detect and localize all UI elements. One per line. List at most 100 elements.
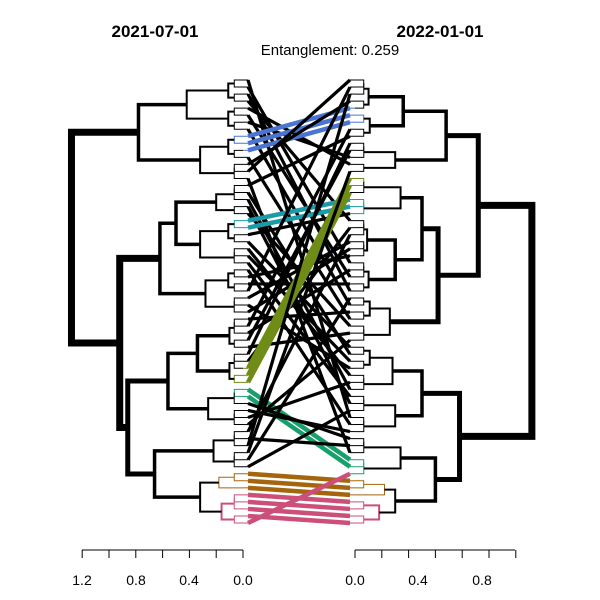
right-dendrogram-branch bbox=[355, 420, 365, 433]
left-dendrogram-branch bbox=[136, 102, 201, 162]
left-height-axis: 1.2 0.8 0.4 0.0 bbox=[72, 549, 253, 588]
left-dendrogram-branch bbox=[233, 353, 243, 362]
left-dendrogram-branch bbox=[125, 378, 168, 477]
left-axis-tick-label: 0.4 bbox=[179, 572, 199, 588]
right-dendrogram-branch bbox=[392, 369, 424, 418]
left-dendrogram-branch bbox=[233, 251, 243, 264]
right-dendrogram-branch bbox=[363, 307, 391, 336]
left-dendrogram-branch bbox=[233, 167, 243, 179]
right-dendrogram-branch bbox=[459, 201, 536, 440]
left-dendrogram-branch bbox=[227, 110, 235, 127]
right-dendrogram-branch bbox=[355, 199, 365, 208]
left-dendrogram-branch bbox=[233, 220, 243, 229]
left-dendrogram-branch bbox=[185, 89, 229, 120]
left-dendrogram bbox=[67, 79, 248, 524]
right-dendrogram-branch bbox=[363, 356, 394, 386]
left-dendrogram-branch bbox=[233, 318, 243, 327]
right-dendrogram-branch bbox=[355, 220, 365, 229]
left-dendrogram-branch bbox=[233, 434, 243, 447]
right-dendrogram-branch bbox=[355, 417, 365, 426]
left-dendrogram-branch bbox=[174, 200, 217, 247]
left-dendrogram-branch bbox=[233, 452, 243, 461]
right-dendrogram-title: 2022-01-01 bbox=[397, 22, 484, 41]
right-dendrogram-branch bbox=[355, 515, 365, 524]
left-dendrogram-branch bbox=[207, 397, 235, 421]
left-dendrogram-branch bbox=[158, 221, 206, 296]
connector-line bbox=[247, 506, 351, 519]
connector-line bbox=[246, 170, 352, 454]
right-dendrogram-branch bbox=[355, 480, 365, 489]
connector-line bbox=[247, 485, 351, 498]
left-dendrogram-branch bbox=[227, 272, 235, 289]
left-dendrogram-branch bbox=[67, 128, 139, 347]
left-dendrogram-branch bbox=[233, 409, 243, 419]
right-dendrogram-branch bbox=[389, 226, 441, 325]
connector-line bbox=[246, 86, 352, 292]
left-dendrogram-branch bbox=[233, 455, 243, 468]
right-dendrogram-branch bbox=[355, 360, 365, 369]
left-dendrogram-branch bbox=[233, 163, 243, 172]
right-dendrogram-branch bbox=[355, 501, 365, 510]
left-dendrogram-branch bbox=[220, 502, 235, 521]
connector-line bbox=[246, 205, 352, 405]
left-dendrogram-branch bbox=[233, 473, 243, 482]
connector-line bbox=[246, 78, 352, 173]
right-dendrogram-branch bbox=[355, 378, 365, 390]
right-dendrogram-branch bbox=[355, 462, 365, 475]
connector-line bbox=[247, 478, 351, 491]
left-dendrogram-branch bbox=[233, 107, 243, 116]
left-dendrogram-branch bbox=[233, 283, 243, 292]
right-dendrogram-branch bbox=[355, 483, 385, 496]
right-dendrogram bbox=[350, 79, 536, 524]
left-dendrogram-branch bbox=[195, 334, 230, 373]
left-dendrogram-branch bbox=[166, 351, 209, 411]
left-dendrogram-branch bbox=[233, 374, 243, 383]
connector-line bbox=[246, 93, 352, 447]
right-dendrogram-branch bbox=[368, 94, 405, 128]
right-dendrogram-branch bbox=[363, 117, 371, 134]
right-dendrogram-branch bbox=[355, 83, 365, 95]
left-dendrogram-branch bbox=[204, 279, 235, 308]
left-dendrogram-branch bbox=[233, 392, 243, 404]
connector-line bbox=[247, 134, 351, 187]
left-dendrogram-branch bbox=[233, 301, 243, 313]
left-dendrogram-branch bbox=[233, 322, 243, 334]
right-dendrogram-branch bbox=[367, 238, 397, 282]
right-dendrogram-branch bbox=[355, 346, 365, 355]
connector-line bbox=[247, 197, 351, 223]
left-axis-tick-label: 0.0 bbox=[233, 572, 253, 588]
right-dendrogram-branch bbox=[355, 142, 365, 151]
left-dendrogram-branch bbox=[233, 388, 243, 397]
left-dendrogram-branch bbox=[228, 362, 235, 380]
connector-lines bbox=[246, 78, 352, 526]
right-dendrogram-branch bbox=[355, 181, 365, 194]
left-dendrogram-branch bbox=[233, 234, 243, 243]
right-dendrogram-branch bbox=[355, 177, 365, 186]
left-dendrogram-branch bbox=[233, 497, 243, 510]
right-dendrogram-branch bbox=[355, 311, 365, 320]
left-dendrogram-branch bbox=[233, 188, 243, 201]
left-dendrogram-branch bbox=[233, 413, 243, 426]
right-dendrogram-branch bbox=[363, 87, 370, 106]
connector-line bbox=[246, 156, 352, 320]
left-dendrogram-branch bbox=[233, 269, 243, 278]
right-dendrogram-branch bbox=[363, 228, 369, 252]
right-dendrogram-branch bbox=[363, 151, 397, 169]
connector-line bbox=[247, 99, 351, 166]
left-axis-tick-label: 0.8 bbox=[126, 572, 146, 588]
right-dendrogram-branch bbox=[363, 504, 381, 521]
left-dendrogram-branch bbox=[233, 248, 243, 257]
entanglement-label: Entanglement: 0.259 bbox=[261, 42, 399, 59]
connector-line bbox=[246, 128, 352, 327]
right-axis-tick-label: 0.4 bbox=[408, 572, 428, 588]
right-dendrogram-branch bbox=[355, 223, 365, 236]
right-dendrogram-branch bbox=[355, 395, 365, 404]
left-dendrogram-branch bbox=[233, 93, 243, 102]
right-dendrogram-branch bbox=[363, 446, 402, 470]
left-dendrogram-branch bbox=[233, 184, 243, 194]
left-dendrogram-branch bbox=[233, 149, 243, 158]
right-dendrogram-branch bbox=[363, 404, 397, 428]
left-dendrogram-branch bbox=[233, 121, 243, 130]
right-dendrogram-branch bbox=[355, 262, 365, 271]
right-dendrogram-branch bbox=[355, 297, 365, 306]
